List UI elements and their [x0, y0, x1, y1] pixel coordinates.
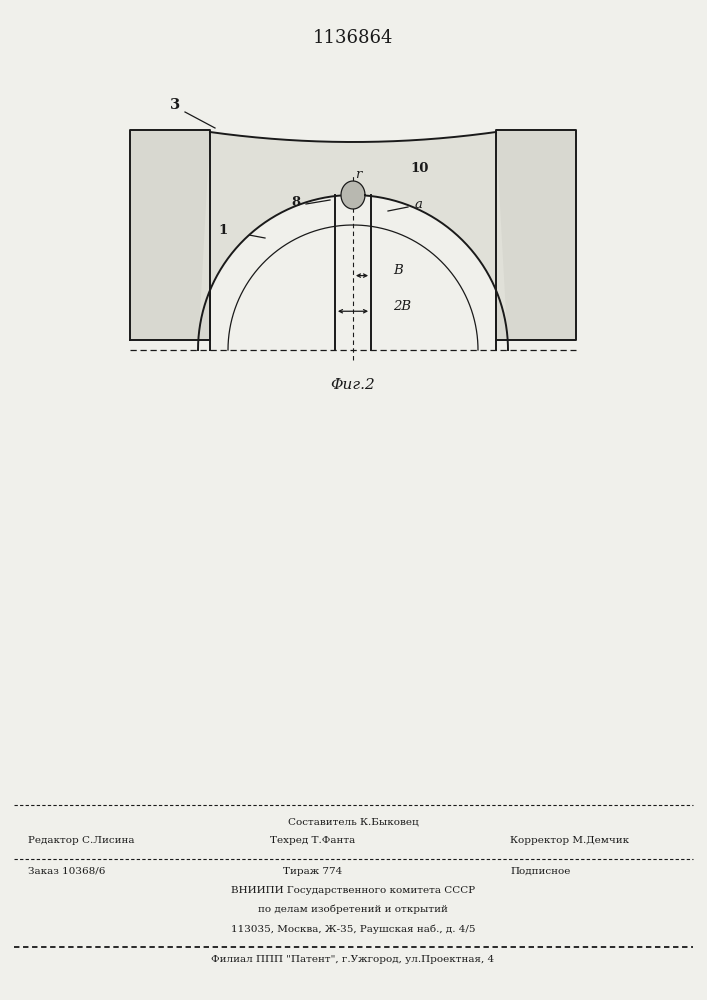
Text: Филиал ППП "Патент", г.Ужгород, ул.Проектная, 4: Филиал ППП "Патент", г.Ужгород, ул.Проек… — [211, 955, 495, 964]
Text: B: B — [393, 264, 403, 277]
Text: 2B: 2B — [393, 300, 411, 313]
Text: r: r — [355, 168, 361, 182]
Text: Заказ 10368/6: Заказ 10368/6 — [28, 867, 105, 876]
Text: 8: 8 — [291, 196, 300, 209]
Text: 3: 3 — [170, 98, 180, 112]
Polygon shape — [130, 130, 210, 340]
Text: Тираж 774: Тираж 774 — [283, 867, 342, 876]
Text: 113035, Москва, Ж-35, Раушская наб., д. 4/5: 113035, Москва, Ж-35, Раушская наб., д. … — [230, 924, 475, 934]
Text: 1: 1 — [218, 224, 228, 236]
Text: Редактор С.Лисина: Редактор С.Лисина — [28, 836, 134, 845]
Polygon shape — [496, 130, 576, 340]
Text: Техред Т.Фанта: Техред Т.Фанта — [270, 836, 355, 845]
Text: по делам изобретений и открытий: по делам изобретений и открытий — [258, 905, 448, 914]
Text: Подписное: Подписное — [510, 867, 571, 876]
Text: Φиг.2: Φиг.2 — [331, 378, 375, 392]
Text: Составитель К.Быковец: Составитель К.Быковец — [288, 817, 419, 826]
Polygon shape — [198, 132, 508, 350]
Text: 10: 10 — [411, 161, 429, 174]
Polygon shape — [341, 181, 365, 209]
Text: ВНИИПИ Государственного комитета СССР: ВНИИПИ Государственного комитета СССР — [231, 886, 475, 895]
Text: Корректор М.Демчик: Корректор М.Демчик — [510, 836, 629, 845]
Text: a: a — [414, 198, 422, 212]
Text: 1136864: 1136864 — [312, 29, 393, 47]
